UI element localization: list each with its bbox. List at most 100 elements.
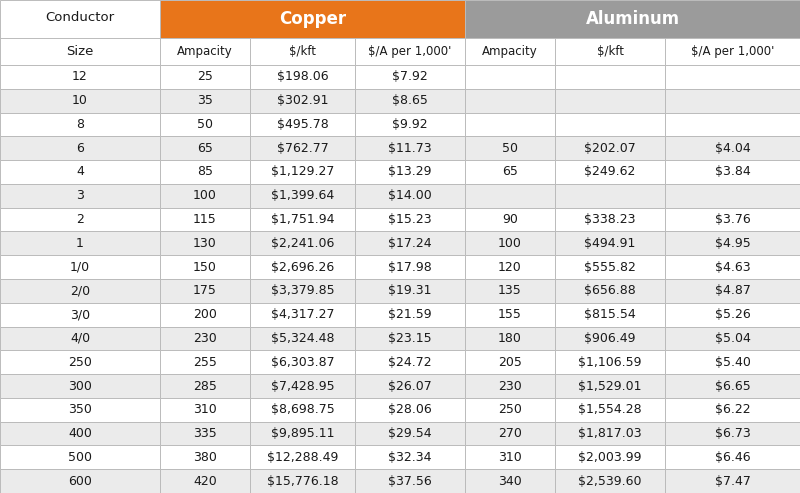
Bar (465, 112, 555, 137)
Bar (0, 279, 160, 303)
Bar (465, 89, 555, 112)
Text: 285: 285 (193, 380, 217, 392)
Text: $338.23: $338.23 (584, 213, 636, 226)
Bar (355, 112, 465, 137)
Text: $11.73: $11.73 (388, 141, 432, 155)
Bar (465, 326, 555, 351)
Text: 85: 85 (197, 166, 213, 178)
Bar (250, 231, 355, 255)
Bar (250, 326, 355, 351)
Bar (355, 303, 465, 326)
Bar (160, 137, 250, 160)
Bar (555, 279, 665, 303)
Bar (555, 65, 665, 89)
Bar (160, 0, 465, 38)
Text: $202.07: $202.07 (584, 141, 636, 155)
Bar (555, 208, 665, 231)
Text: Ampacity: Ampacity (482, 45, 538, 58)
Text: 6: 6 (76, 141, 84, 155)
Bar (465, 446, 555, 469)
Text: 1/0: 1/0 (70, 261, 90, 274)
Text: 310: 310 (193, 403, 217, 416)
Text: $6.73: $6.73 (714, 427, 750, 440)
Text: 310: 310 (498, 451, 522, 464)
Text: $3.76: $3.76 (714, 213, 750, 226)
Text: $/kft: $/kft (597, 45, 623, 58)
Text: $21.59: $21.59 (388, 308, 432, 321)
Text: $1,129.27: $1,129.27 (271, 166, 334, 178)
Text: 50: 50 (502, 141, 518, 155)
Text: $8,698.75: $8,698.75 (270, 403, 334, 416)
Text: $13.29: $13.29 (388, 166, 432, 178)
Bar (555, 446, 665, 469)
Text: 100: 100 (498, 237, 522, 250)
Text: $17.98: $17.98 (388, 261, 432, 274)
Bar (160, 160, 250, 184)
Text: $656.88: $656.88 (584, 284, 636, 297)
Bar (555, 422, 665, 446)
Bar (665, 65, 800, 89)
Bar (250, 112, 355, 137)
Text: $2,241.06: $2,241.06 (271, 237, 334, 250)
Text: $17.24: $17.24 (388, 237, 432, 250)
Bar (665, 398, 800, 422)
Bar (465, 422, 555, 446)
Text: 65: 65 (197, 141, 213, 155)
Text: 10: 10 (72, 94, 88, 107)
Bar (355, 89, 465, 112)
Text: 130: 130 (193, 237, 217, 250)
Bar (465, 160, 555, 184)
Text: 205: 205 (498, 356, 522, 369)
Bar (355, 208, 465, 231)
Text: $26.07: $26.07 (388, 380, 432, 392)
Text: 135: 135 (498, 284, 522, 297)
Bar (0, 303, 160, 326)
Bar (465, 303, 555, 326)
Bar (665, 446, 800, 469)
Bar (465, 255, 555, 279)
Text: $37.56: $37.56 (388, 475, 432, 488)
Bar (355, 398, 465, 422)
Bar (355, 160, 465, 184)
Text: Conductor: Conductor (46, 11, 114, 24)
Text: $7.47: $7.47 (714, 475, 750, 488)
Text: $1,399.64: $1,399.64 (271, 189, 334, 202)
Text: 4: 4 (76, 166, 84, 178)
Bar (0, 422, 160, 446)
Bar (0, 326, 160, 351)
Bar (555, 469, 665, 493)
Bar (0, 65, 160, 89)
Bar (0, 160, 160, 184)
Bar (555, 351, 665, 374)
Bar (0, 398, 160, 422)
Text: 270: 270 (498, 427, 522, 440)
Bar (250, 303, 355, 326)
Bar (250, 398, 355, 422)
Text: $6.22: $6.22 (714, 403, 750, 416)
Bar (665, 326, 800, 351)
Text: 12: 12 (72, 70, 88, 83)
Bar (665, 184, 800, 208)
Text: $28.06: $28.06 (388, 403, 432, 416)
Text: $2,003.99: $2,003.99 (578, 451, 642, 464)
Bar (160, 351, 250, 374)
Bar (0, 255, 160, 279)
Text: $24.72: $24.72 (388, 356, 432, 369)
Text: $5.04: $5.04 (714, 332, 750, 345)
Text: $6.65: $6.65 (714, 380, 750, 392)
Bar (0, 231, 160, 255)
Bar (555, 255, 665, 279)
Bar (0, 374, 160, 398)
Text: $302.91: $302.91 (277, 94, 328, 107)
Text: $19.31: $19.31 (388, 284, 432, 297)
Text: $1,106.59: $1,106.59 (578, 356, 642, 369)
Bar (250, 65, 355, 89)
Bar (665, 469, 800, 493)
Bar (250, 351, 355, 374)
Text: $4.87: $4.87 (714, 284, 750, 297)
Bar (665, 303, 800, 326)
Bar (160, 231, 250, 255)
Text: $198.06: $198.06 (277, 70, 328, 83)
Text: 350: 350 (68, 403, 92, 416)
Bar (250, 255, 355, 279)
